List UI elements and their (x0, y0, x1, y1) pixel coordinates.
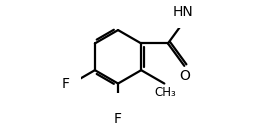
Text: HN: HN (173, 5, 194, 19)
Text: CH₃: CH₃ (155, 86, 177, 99)
Text: O: O (179, 69, 190, 83)
Text: F: F (62, 77, 70, 91)
Text: F: F (114, 112, 122, 126)
